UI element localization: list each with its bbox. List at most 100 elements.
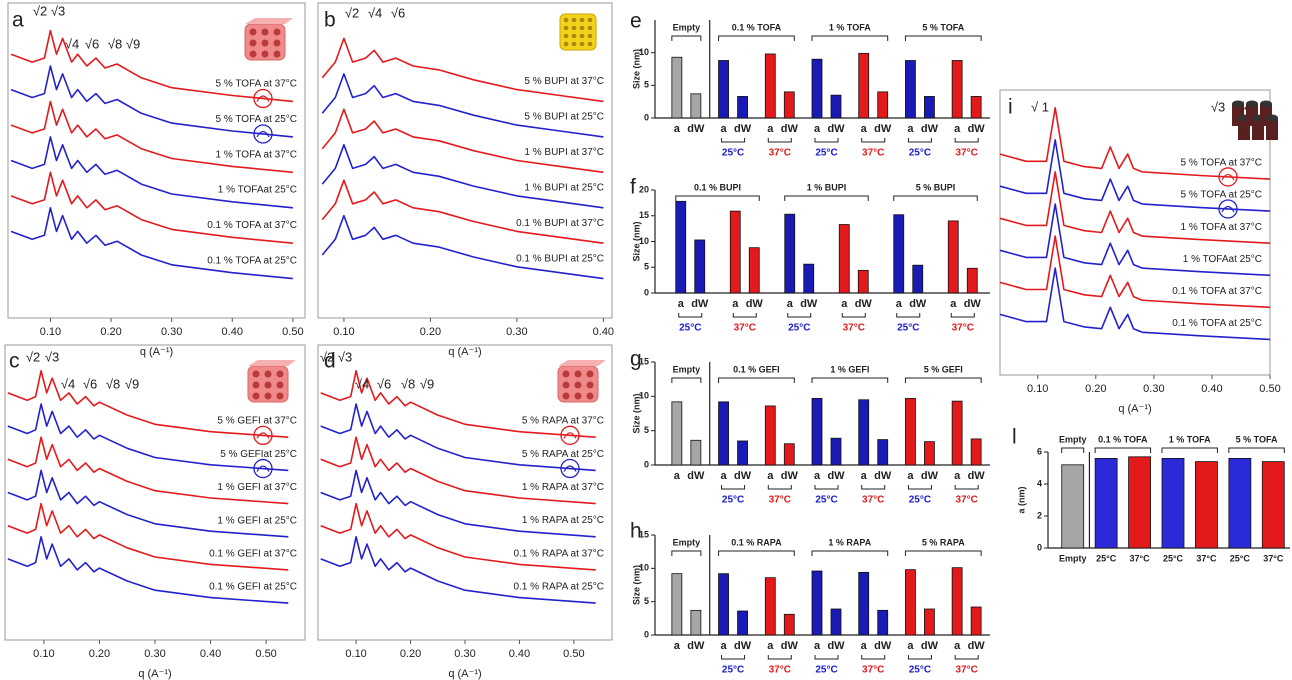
curve-label: 0.1 % TOFA at 25°C (1172, 318, 1262, 329)
data-line (10, 136, 293, 209)
temp-bracket (954, 655, 979, 660)
marker-circle (1218, 199, 1238, 219)
peak-label: √4 (368, 5, 382, 20)
temp-label: 25°C (897, 323, 919, 334)
icon-hole (563, 17, 569, 23)
group-bracket (1061, 447, 1085, 453)
curve-label: 0.1 % RAPA at 37°C (513, 548, 604, 559)
y-tick-label: 6 (1037, 446, 1042, 456)
group-label: 5 % TOFA (922, 22, 964, 32)
bar (784, 213, 796, 294)
group-bracket (904, 35, 982, 41)
temp-label: 37°C (843, 323, 865, 334)
icon-hole (261, 39, 269, 47)
data-line (321, 179, 604, 244)
bar (877, 609, 889, 636)
temp-bracket (907, 138, 932, 143)
group-bracket (784, 195, 869, 201)
icon-hole (574, 370, 582, 378)
icon-top (248, 360, 296, 366)
x-tick-label: 0.20 (89, 648, 110, 660)
x-axis-title: q (A⁻¹) (138, 668, 171, 680)
marker-circle (560, 458, 580, 479)
peak-label: √6 (83, 376, 97, 391)
temp-label: 25°C (679, 323, 701, 334)
icon-rod-end (1260, 100, 1272, 108)
x-tick-label: 0.10 (345, 648, 366, 660)
y-tick-label: 5 (644, 262, 649, 272)
bar (764, 53, 776, 119)
bar (924, 608, 935, 636)
marker-circle (253, 425, 273, 446)
x-tick-label: a (907, 123, 914, 135)
data-line (7, 436, 289, 505)
marker-circle (253, 124, 273, 144)
temp-bracket (907, 655, 932, 660)
x-tick-label: a (721, 470, 728, 482)
y-tick-label: 0 (1037, 542, 1042, 552)
bar (783, 91, 795, 119)
icon-hole (264, 381, 272, 389)
x-tick-label: 0.10 (1027, 383, 1048, 395)
temp-label: 37°C (862, 665, 884, 676)
temp-bracket (767, 655, 792, 660)
x-tick-label: dW (874, 123, 892, 135)
icon-hole (587, 41, 593, 47)
temp-label: 25°C (815, 495, 837, 506)
icon-hole (579, 17, 585, 23)
group-label: Empty (673, 22, 701, 32)
icon-hole (587, 25, 593, 31)
group-label: 1 % RAPA (828, 537, 871, 547)
data-line (320, 502, 596, 571)
group-bracket (1228, 447, 1285, 453)
peak-label: √ 1 (1031, 99, 1049, 114)
y-tick-label: 10 (639, 563, 649, 573)
panel-label: g (630, 348, 642, 371)
peak-label: √6 (85, 36, 99, 51)
x-tick-label: 25°C (1163, 553, 1184, 563)
bar (838, 224, 850, 294)
x-tick-label: 0.40 (222, 326, 243, 338)
x-tick-label: a (861, 640, 868, 652)
group-label: 5 % GEFI (924, 364, 963, 374)
data-line (999, 235, 1271, 309)
peak-label: √6 (377, 376, 391, 391)
curve-label: 5 % TOFA at 25°C (216, 114, 297, 125)
x-tick-label: a (814, 470, 821, 482)
temp-bracket (814, 485, 839, 490)
x-tick-label: dW (921, 640, 939, 652)
group-label: 5 % BUPI (916, 182, 956, 192)
bar (970, 438, 982, 466)
icon-hole (261, 50, 269, 58)
bar (951, 60, 963, 119)
marker-wave (256, 432, 270, 439)
panel-label: h (630, 520, 642, 543)
temp-bracket (907, 485, 932, 490)
curve-label: 1 % RAPA at 25°C (522, 515, 604, 526)
y-tick-label: 0 (644, 629, 649, 639)
group-bracket (904, 550, 982, 556)
icon-hole (563, 41, 569, 47)
data-line (7, 403, 289, 472)
x-tick-label: dW (964, 298, 982, 310)
peak-label: √4 (65, 36, 79, 51)
icon-hole (586, 392, 594, 400)
temp-bracket (841, 313, 866, 318)
x-tick-label: dW (855, 298, 873, 310)
icon-hole (586, 370, 594, 378)
icon-hole (273, 39, 281, 47)
curve-label: 0.1 % BUPI at 37°C (516, 218, 604, 229)
x-tick-label: 0.50 (1259, 383, 1280, 395)
y-axis-title: Size (nm) (631, 221, 641, 261)
marker-wave (1221, 205, 1235, 213)
group-label: Empty (1059, 434, 1087, 444)
marker-wave (256, 130, 270, 138)
group-label: Empty (673, 364, 701, 374)
group-bracket (893, 195, 978, 201)
group-label: 0.1 % RAPA (731, 537, 782, 547)
curve-label: 5 % TOFA at 25°C (1181, 190, 1262, 201)
y-tick-label: 5 (644, 80, 649, 90)
marker-wave (1221, 173, 1235, 181)
peak-label: √2 (320, 349, 334, 364)
data-line (320, 469, 596, 538)
